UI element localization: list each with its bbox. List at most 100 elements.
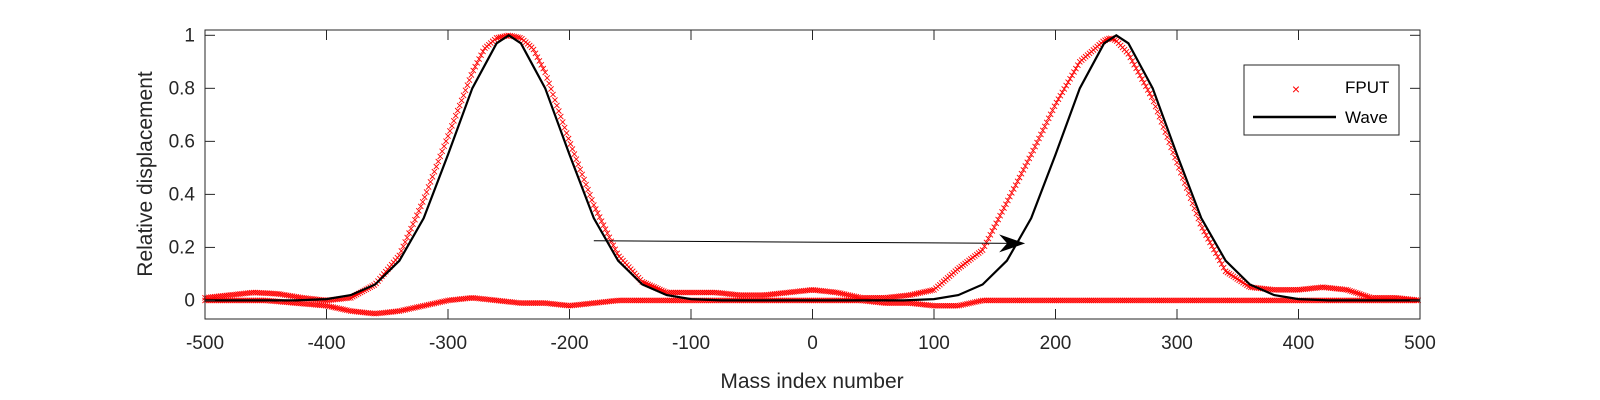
fput-point bbox=[1014, 178, 1021, 185]
fput-point bbox=[1199, 225, 1206, 231]
fput-point bbox=[460, 92, 467, 99]
fput-point bbox=[476, 56, 483, 62]
fput-point bbox=[981, 243, 988, 250]
fput-point bbox=[1360, 292, 1367, 299]
fput-point bbox=[987, 231, 994, 238]
fput-point bbox=[439, 148, 446, 155]
fput-point bbox=[1051, 103, 1058, 110]
fput-point bbox=[1030, 147, 1037, 154]
fput-point bbox=[598, 218, 605, 225]
fput-point bbox=[1061, 86, 1068, 92]
fput-point bbox=[1028, 151, 1035, 158]
fput-point bbox=[548, 86, 554, 92]
y-axis-label: Relative displacement bbox=[134, 71, 157, 277]
fput-point bbox=[596, 214, 603, 220]
fput-point bbox=[468, 72, 475, 78]
fput-point bbox=[1055, 96, 1062, 103]
fput-point bbox=[412, 216, 418, 223]
x-tick-label: 200 bbox=[1040, 333, 1072, 354]
annotation-arrow-line bbox=[593, 240, 1020, 244]
fput-point bbox=[1038, 131, 1044, 138]
fput-point bbox=[1356, 291, 1363, 297]
fput-point bbox=[427, 178, 434, 185]
fput-point bbox=[1069, 72, 1075, 79]
fput-point bbox=[462, 87, 469, 94]
legend: × FPUT Wave bbox=[1243, 64, 1400, 136]
fput-point bbox=[544, 75, 551, 81]
x-tick-label: -100 bbox=[672, 333, 710, 354]
annotation-arrow-head bbox=[999, 234, 1026, 253]
fput-point bbox=[425, 184, 432, 190]
y-tick-label: 0.8 bbox=[169, 78, 195, 99]
fput-point bbox=[478, 52, 484, 59]
fput-point bbox=[585, 186, 591, 193]
fput-point bbox=[1010, 186, 1017, 192]
fput-point bbox=[437, 153, 444, 160]
fput-point bbox=[999, 208, 1005, 215]
fput-point bbox=[1350, 289, 1357, 295]
fput-point bbox=[406, 230, 413, 237]
fput-point bbox=[553, 102, 560, 109]
fput-point bbox=[400, 243, 407, 250]
fput-point bbox=[1212, 250, 1219, 257]
fput-point bbox=[573, 156, 580, 163]
y-axis-ticks: 0 0.2 0.4 0.6 0.8 1 bbox=[169, 25, 1420, 311]
fput-point bbox=[532, 50, 539, 57]
fput-point bbox=[542, 69, 549, 76]
fput-point bbox=[1139, 76, 1145, 83]
fput-point bbox=[557, 113, 564, 120]
fput-point bbox=[985, 235, 992, 242]
fput-point bbox=[1045, 115, 1052, 122]
fput-point bbox=[1197, 220, 1204, 227]
x-tick-label: 0 bbox=[807, 333, 818, 354]
fput-point bbox=[474, 59, 481, 66]
fput-point bbox=[404, 234, 411, 241]
fput-point bbox=[577, 166, 584, 173]
fput-point bbox=[1146, 90, 1153, 97]
x-tick-label: 400 bbox=[1283, 333, 1315, 354]
fput-point bbox=[419, 198, 426, 205]
plot-background bbox=[205, 30, 1420, 319]
fput-point bbox=[1016, 174, 1023, 181]
legend-wave-label: Wave bbox=[1345, 108, 1388, 127]
fput-point bbox=[546, 80, 553, 87]
fput-point bbox=[447, 128, 453, 134]
fput-point bbox=[1072, 65, 1079, 72]
fput-point bbox=[1071, 69, 1077, 75]
fput-point bbox=[1207, 239, 1213, 246]
fput-point bbox=[1131, 61, 1138, 68]
fput-point bbox=[454, 107, 461, 114]
wave-series bbox=[205, 33, 1420, 302]
fput-point bbox=[993, 220, 1000, 227]
fput-point bbox=[991, 224, 998, 231]
wave-line bbox=[205, 33, 1420, 302]
fput-point bbox=[1203, 232, 1210, 239]
fput-point bbox=[1022, 163, 1029, 169]
fput-point bbox=[1049, 107, 1056, 114]
x-tick-label: 300 bbox=[1161, 333, 1193, 354]
fput-point bbox=[1039, 127, 1046, 134]
fput-point bbox=[1218, 261, 1225, 267]
fput-point bbox=[408, 225, 414, 232]
x-tick-label: -400 bbox=[307, 333, 345, 354]
fput-point bbox=[443, 138, 449, 145]
fput-point bbox=[1074, 62, 1081, 69]
fput-point bbox=[1158, 118, 1165, 125]
fput-point bbox=[552, 97, 558, 103]
fput-point bbox=[1125, 50, 1132, 57]
x-axis-ticks: -500 -400 -300 -200 -100 0 100 200 300 400 500 bbox=[186, 30, 1436, 354]
x-axis-label: Mass index number bbox=[720, 370, 903, 393]
fput-point bbox=[1053, 99, 1060, 106]
fput-point bbox=[458, 97, 465, 104]
fput-point bbox=[540, 65, 547, 72]
fput-point bbox=[470, 67, 477, 74]
fput-point bbox=[1354, 290, 1361, 297]
fput-point bbox=[415, 207, 422, 214]
fput-point bbox=[536, 58, 543, 64]
fput-point bbox=[1201, 228, 1208, 235]
legend-box bbox=[1243, 64, 1400, 136]
fput-point bbox=[590, 202, 597, 208]
y-tick-label: 0.4 bbox=[169, 184, 196, 205]
fput-point bbox=[1352, 289, 1359, 296]
fput-point bbox=[1067, 75, 1073, 82]
